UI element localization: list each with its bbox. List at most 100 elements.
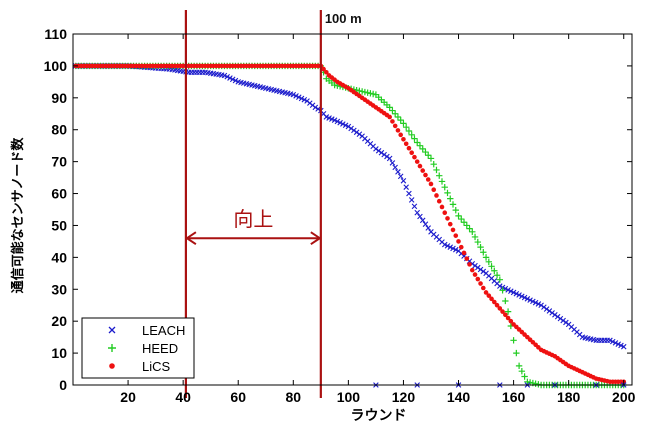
data-point xyxy=(293,93,299,99)
series-leach-points xyxy=(72,63,627,350)
data-point xyxy=(554,313,561,320)
y-tick-label: 0 xyxy=(59,377,67,393)
data-point xyxy=(394,113,402,121)
data-point xyxy=(402,123,410,131)
data-point xyxy=(373,146,379,152)
series-lics-points xyxy=(73,63,627,385)
data-point xyxy=(469,228,476,236)
data-point xyxy=(480,268,487,275)
data-point xyxy=(401,137,406,142)
data-point xyxy=(452,246,459,253)
data-point xyxy=(483,290,489,295)
data-point xyxy=(364,89,371,96)
data-point xyxy=(527,297,533,303)
y-tick-label: 100 xyxy=(44,58,68,74)
data-point xyxy=(411,135,418,142)
data-point xyxy=(532,380,539,387)
y-tick-label: 10 xyxy=(51,345,67,361)
data-point xyxy=(334,118,341,125)
data-point xyxy=(467,262,472,267)
data-point xyxy=(381,151,387,158)
data-point xyxy=(532,299,539,306)
data-point xyxy=(464,256,470,261)
data-point xyxy=(428,181,434,187)
data-point xyxy=(414,209,421,216)
data-point xyxy=(510,289,517,296)
data-point xyxy=(538,302,544,309)
data-point xyxy=(546,308,553,314)
data-point xyxy=(422,148,429,156)
data-point xyxy=(361,88,369,96)
data-point xyxy=(481,285,486,291)
data-point xyxy=(442,210,448,215)
data-point xyxy=(474,238,481,246)
data-point xyxy=(615,341,622,347)
data-point xyxy=(384,153,390,160)
data-point xyxy=(496,276,504,283)
y-tick-label: 110 xyxy=(44,26,67,42)
data-point xyxy=(395,169,401,175)
data-point xyxy=(321,66,326,72)
legend-label-leach: LEACH xyxy=(142,323,185,338)
data-point xyxy=(513,349,520,357)
data-point xyxy=(315,106,321,112)
data-point xyxy=(466,225,473,232)
x-axis-label: ラウンド xyxy=(351,407,407,423)
data-point xyxy=(398,132,403,138)
data-point xyxy=(387,114,392,120)
data-point xyxy=(433,166,440,174)
data-point xyxy=(425,177,431,182)
data-point xyxy=(620,343,627,350)
legend-label-lics: LiCS xyxy=(142,359,171,374)
data-point xyxy=(486,293,492,298)
data-point xyxy=(453,233,459,238)
data-point xyxy=(521,294,528,301)
data-point xyxy=(549,310,555,316)
data-point xyxy=(403,141,409,147)
improvement-arrow-right-head xyxy=(310,231,322,246)
data-point xyxy=(452,206,459,214)
data-point xyxy=(348,125,354,132)
data-point xyxy=(409,150,415,156)
data-point xyxy=(408,131,415,139)
legend-marker-leach xyxy=(108,326,116,334)
data-point xyxy=(472,272,478,277)
data-point xyxy=(397,173,404,180)
legend-box xyxy=(81,317,195,379)
data-point xyxy=(560,317,566,324)
data-point xyxy=(494,302,500,308)
data-point xyxy=(436,172,443,179)
y-tick-label: 20 xyxy=(51,313,67,329)
data-point xyxy=(406,145,412,151)
data-point xyxy=(480,249,487,256)
data-point xyxy=(416,142,424,149)
data-point xyxy=(458,215,465,223)
data-point xyxy=(535,381,542,388)
data-point xyxy=(412,154,417,160)
data-point xyxy=(375,147,382,154)
data-point xyxy=(447,244,454,250)
y-tick-label: 90 xyxy=(51,90,67,106)
data-point xyxy=(356,87,363,94)
x-tick-label: 160 xyxy=(502,389,526,405)
distance-annotation: 100 m xyxy=(325,11,362,26)
data-point xyxy=(471,233,479,241)
data-point xyxy=(298,95,305,102)
data-point xyxy=(391,110,399,117)
data-point xyxy=(515,362,523,370)
x-tick-label: 140 xyxy=(447,389,471,405)
y-tick-label: 70 xyxy=(51,154,67,170)
data-point xyxy=(477,266,484,273)
data-point xyxy=(423,172,428,178)
legend-label-heed: HEED xyxy=(142,341,178,356)
data-point xyxy=(419,145,426,153)
data-point xyxy=(417,213,423,220)
data-point xyxy=(450,227,456,233)
data-point xyxy=(434,193,439,198)
data-point xyxy=(469,267,475,273)
data-point xyxy=(543,306,550,312)
x-tick-label: 180 xyxy=(557,389,581,405)
y-tick-label: 30 xyxy=(51,281,67,297)
data-point xyxy=(406,190,412,197)
